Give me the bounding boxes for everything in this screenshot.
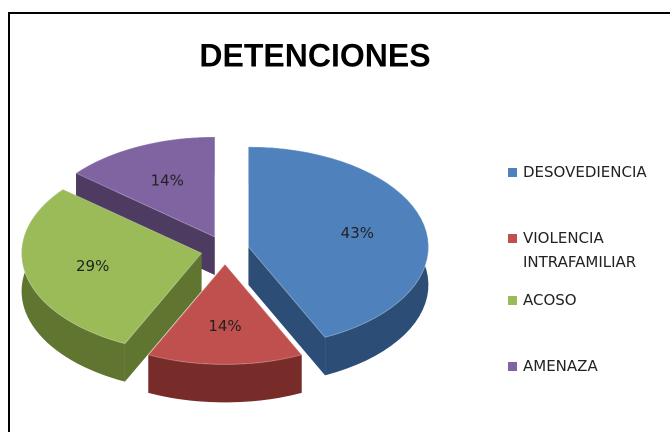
slice-side: [248, 246, 326, 376]
slice: [21, 188, 203, 382]
slice-top: [75, 136, 216, 238]
legend-item: AMENAZA: [508, 354, 658, 378]
legend-label: ACOSO: [523, 291, 577, 309]
chart: DETENCIONES 14% 43% 29% 14%: [21, 37, 431, 403]
legend-label: AMENAZA: [523, 357, 598, 375]
legend-swatch: [508, 362, 517, 371]
data-label: 14%: [208, 317, 241, 335]
legend-swatch: [508, 296, 517, 305]
data-label: 43%: [341, 224, 374, 242]
slice-side: [148, 354, 302, 403]
data-label: 14%: [151, 171, 184, 189]
legend-label: VIOLENCIA INTRAFAMILIAR: [523, 229, 637, 271]
page: DETENCIONES 14% 43% 29% 14% DESOVEDIENCIA VI…: [8, 12, 670, 432]
slice: [147, 263, 303, 403]
slice-top: [147, 263, 303, 365]
chart-title: DETENCIONES: [199, 37, 430, 73]
legend-swatch: [508, 234, 517, 243]
legend-item: ACOSO: [508, 288, 658, 312]
slice: [247, 146, 429, 376]
legend-swatch: [508, 168, 517, 177]
legend-item: DESOVEDIENCIA: [508, 160, 658, 184]
slice-top: [21, 188, 203, 345]
slice-top: [247, 146, 429, 338]
slice-side: [124, 253, 202, 382]
chart-frame: [8, 12, 670, 432]
legend-item: VIOLENCIA INTRAFAMILIAR: [508, 226, 658, 274]
data-label: 29%: [76, 257, 109, 275]
legend-label: DESOVEDIENCIA: [523, 163, 647, 181]
